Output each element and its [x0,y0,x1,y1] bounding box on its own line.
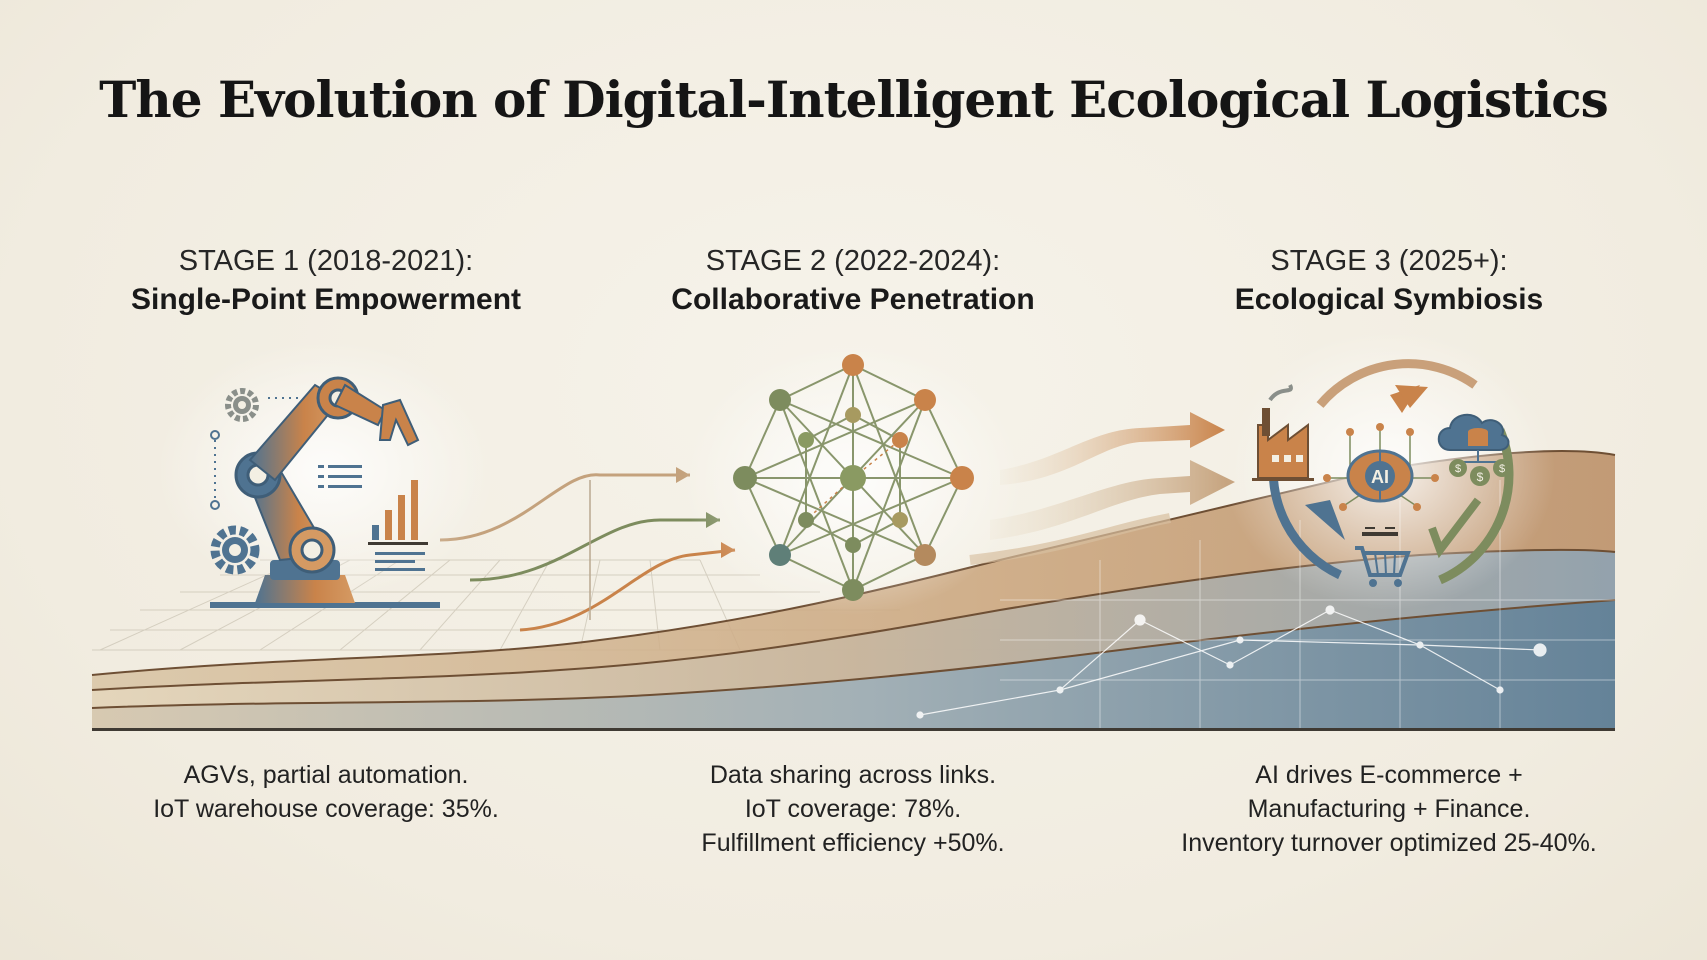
stage-1-label: STAGE 1 (2018-2021): [178,245,474,277]
page-title: The Evolution of Digital-Intelligent Eco… [99,70,1609,129]
stage-2-name: Collaborative Penetration [671,283,1035,316]
stage-2-label: STAGE 2 (2022-2024): [705,245,1001,277]
ai-badge: AI [1371,467,1389,487]
stage-2-desc-line: IoT coverage: 78%. [744,795,962,823]
network-graph-icon [683,345,1023,615]
stage-3-desc-line: Manufacturing + Finance. [1247,795,1531,823]
robot-arm-icon [155,340,495,608]
gear-icon [225,388,259,422]
stage-2-header: STAGE 2 (2022-2024): Collaborative Penet… [573,242,1133,320]
stage-3-name: Ecological Symbiosis [1234,283,1544,316]
stage-3-desc-line: AI drives E-commerce + [1255,761,1523,789]
stage-1-desc-line: AGVs, partial automation. [183,761,469,789]
flow-arrows-2 [969,412,1235,565]
stage-3-label: STAGE 3 (2025+): [1270,245,1508,277]
ai-brain-icon: AI [1323,423,1439,511]
text-lines-icon [375,552,425,571]
stage-3-desc-line: Inventory turnover optimized 25-40%. [1181,829,1597,857]
stage-3-description: AI drives E-commerce + Manufacturing + F… [1109,758,1669,860]
stage-3-header: STAGE 3 (2025+): Ecological Symbiosis [1109,242,1669,320]
stage-2-desc-line: Fulfillment efficiency +50%. [701,829,1005,857]
bar-chart-icon [368,480,428,545]
stage-1-description: AGVs, partial automation. IoT warehouse … [46,758,606,826]
stage-2-description: Data sharing across links. IoT coverage:… [573,758,1133,860]
list-icon [318,465,362,488]
stage-1-desc-line: IoT warehouse coverage: 35%. [153,795,499,823]
svg-text:$: $ [1455,463,1461,475]
svg-text:$: $ [1499,463,1505,475]
stage-1-name: Single-Point Empowerment [130,283,522,316]
ecosystem-cycle-icon: AI $ $ $ [1225,330,1555,610]
stage-1-header: STAGE 1 (2018-2021): Single-Point Empowe… [46,242,606,320]
cloud-finance-icon: $ $ $ [1437,413,1511,486]
stage-2-desc-line: Data sharing across links. [709,761,997,789]
svg-text:$: $ [1477,470,1484,484]
gear-icon [210,525,260,575]
landscape-band-low [92,600,1615,730]
drone-cart-icon [1355,527,1411,587]
factory-icon [1252,384,1314,481]
